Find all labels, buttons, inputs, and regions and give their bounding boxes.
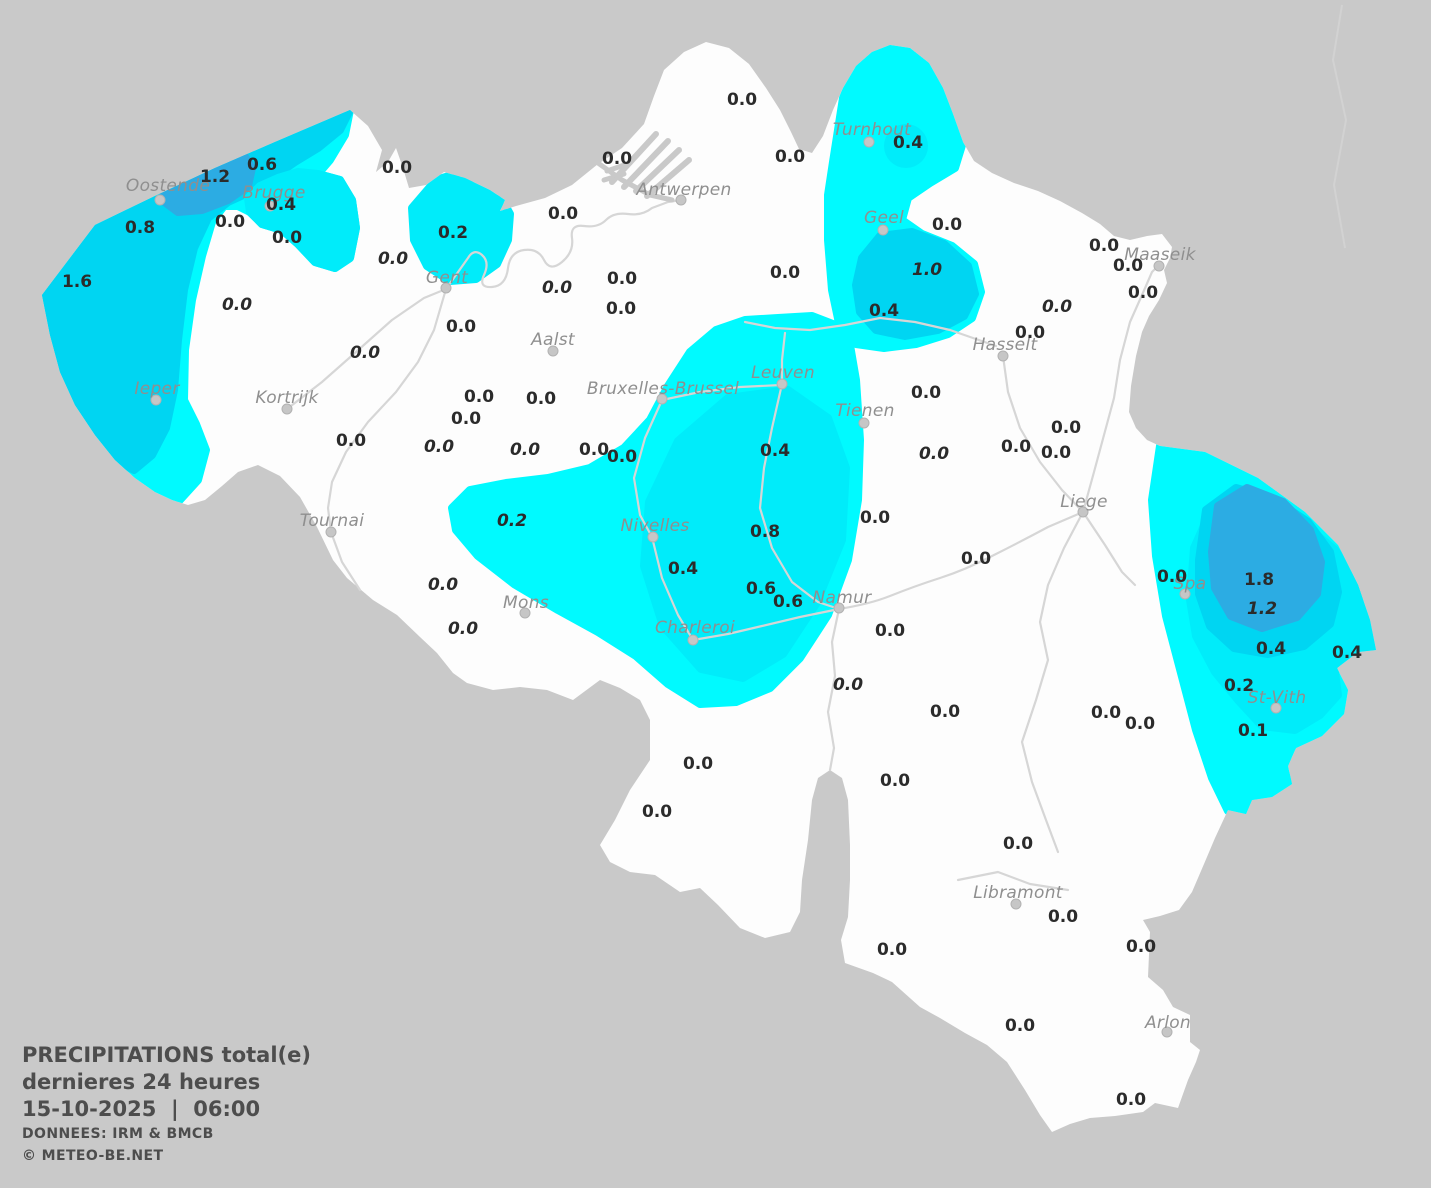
map-datetime: 15-10-2025 | 06:00 bbox=[22, 1097, 261, 1121]
precip-brugge-lobe bbox=[244, 168, 360, 272]
precip-central-core bbox=[640, 386, 850, 682]
precip-coastal-medium bbox=[42, 106, 354, 474]
map-title: PRECIPITATIONS total(e) bbox=[22, 1043, 311, 1067]
precip-geel-core bbox=[852, 228, 979, 340]
precip-turnhout-spot bbox=[884, 124, 928, 168]
foreign-border-line bbox=[1331, 4, 1348, 249]
data-source: DONNEES: IRM & BMCB bbox=[22, 1126, 214, 1142]
precip-east-core bbox=[1208, 484, 1325, 632]
antwerp-port-docks bbox=[595, 131, 692, 203]
map-subtitle: dernieres 24 heures bbox=[22, 1070, 261, 1094]
title-block: PRECIPITATIONS total(e) dernieres 24 heu… bbox=[22, 1042, 311, 1167]
copyright: © METEO-BE.NET bbox=[22, 1148, 164, 1164]
rivers-and-roads bbox=[285, 198, 1160, 892]
